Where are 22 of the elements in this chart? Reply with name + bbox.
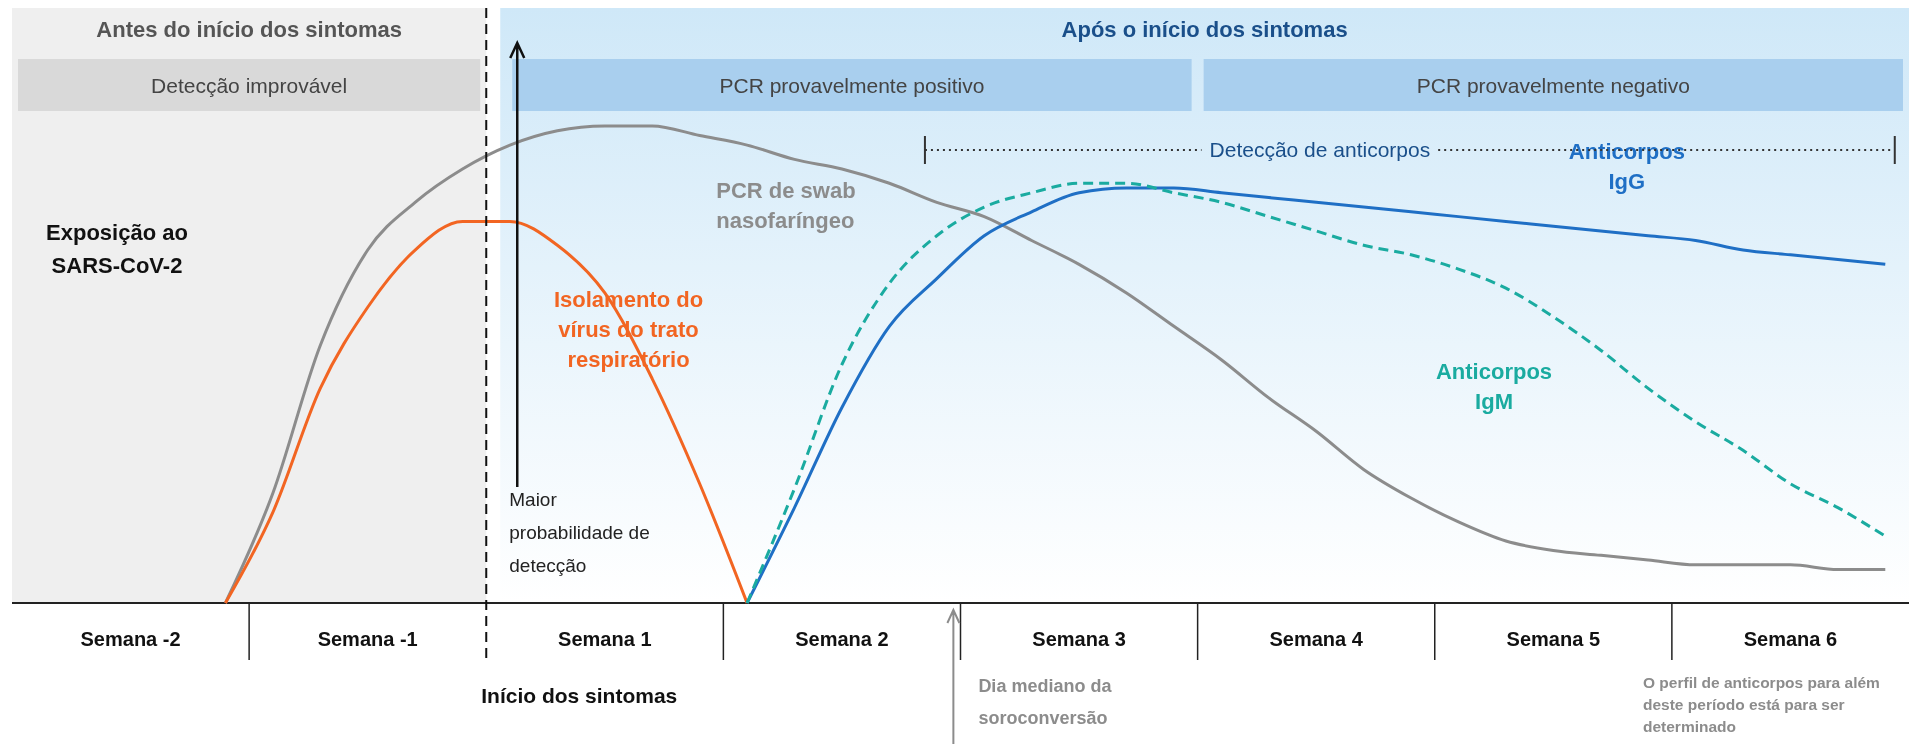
text: O perfil de anticorpos para além deste período está para ser determinado xyxy=(1643,674,1880,735)
text: Antes do início dos sintomas xyxy=(96,17,402,42)
x-tick-label: Semana 2 xyxy=(795,628,889,650)
x-tick-label: Semana 6 xyxy=(1743,628,1838,650)
series-label: Anticorpos IgM xyxy=(1435,358,1553,414)
text: Dia mediano da soroconversão xyxy=(978,676,1113,728)
series-label: Anticorpos IgG xyxy=(1568,139,1685,195)
text: Após o início dos sintomas xyxy=(1061,17,1348,42)
x-tick-label: Semana 3 xyxy=(1032,628,1126,650)
x-tick-label: Semana 4 xyxy=(1269,628,1364,650)
annotation: Detecção de anticorpos xyxy=(1209,138,1431,161)
annotation: Exposição ao SARS-CoV-2 xyxy=(46,220,188,278)
series-label: PCR de swab nasofaríngeo xyxy=(716,177,856,233)
text: Início dos sintomas xyxy=(481,684,678,707)
x-tick-label: Semana 5 xyxy=(1506,628,1601,650)
x-tick-label: Semana -1 xyxy=(317,628,418,650)
x-tick-label: Semana 1 xyxy=(558,628,652,650)
annotation: Maior probabilidade de detecção xyxy=(509,489,650,576)
text: Detecção improvável xyxy=(151,74,348,97)
text: PCR provavelmente negativo xyxy=(1416,74,1690,97)
text: PCR provavelmente positivo xyxy=(719,74,985,97)
x-tick-label: Semana -2 xyxy=(80,628,181,650)
